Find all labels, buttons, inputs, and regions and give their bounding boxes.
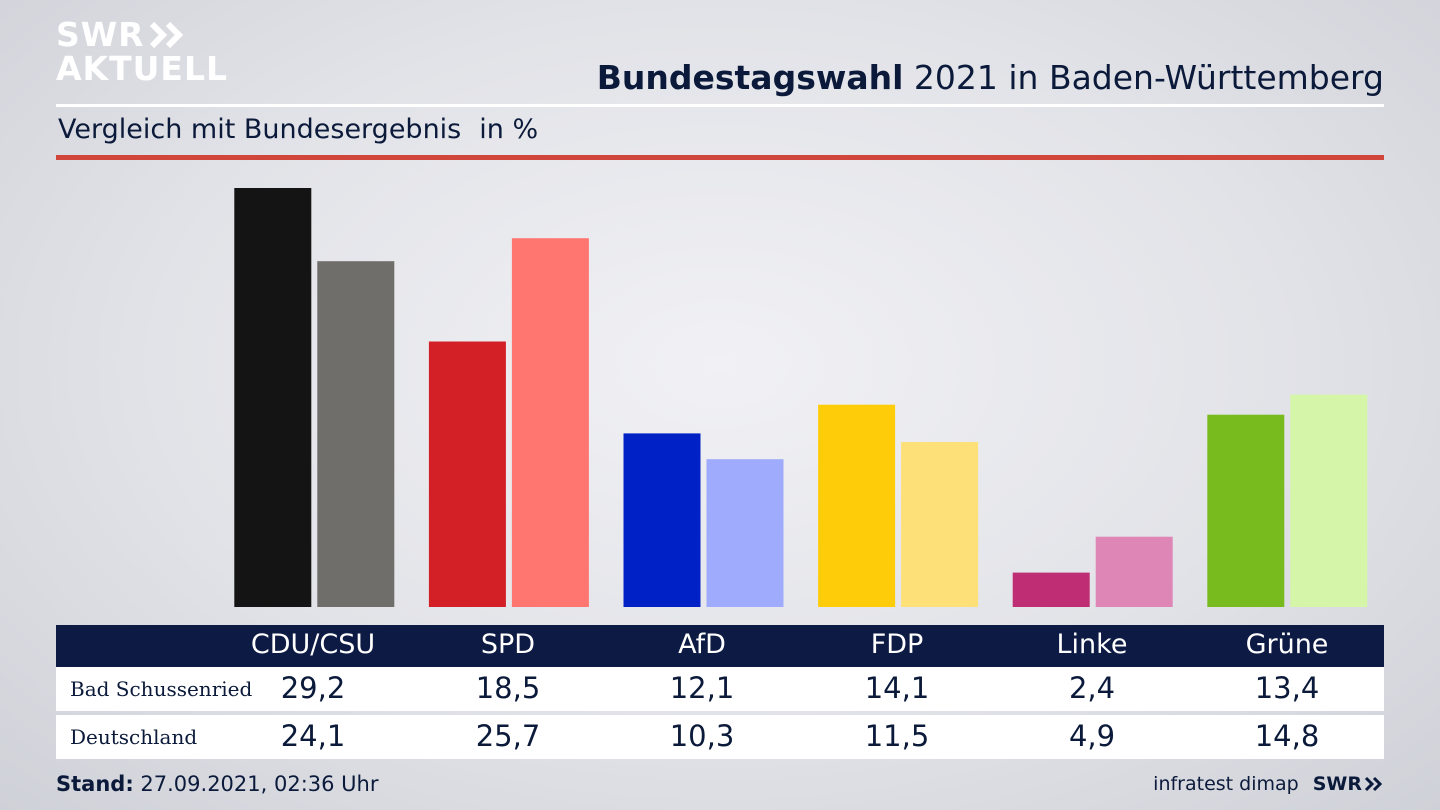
column-header: AfD bbox=[678, 629, 726, 660]
logo-line-1: SWR bbox=[56, 15, 145, 54]
chart-subtitle: Vergleich mit Bundesergebnis in % bbox=[58, 114, 538, 145]
title-rest: 2021 in Baden-Württemberg bbox=[903, 58, 1384, 97]
subtitle-divider bbox=[56, 155, 1384, 160]
bar-spd-national bbox=[511, 238, 589, 607]
bar-gr-ne-local bbox=[1207, 414, 1285, 607]
bar-afd-local bbox=[623, 433, 701, 607]
table-cell: 13,4 bbox=[1254, 671, 1320, 705]
footer-brand: SWR bbox=[1313, 773, 1384, 795]
column-header: Grüne bbox=[1245, 629, 1329, 660]
table-cell: 24,1 bbox=[280, 719, 346, 753]
bar-linke-local bbox=[1012, 572, 1090, 607]
source-text: infratest dimap bbox=[1153, 773, 1299, 795]
table-cell: 25,7 bbox=[475, 719, 541, 753]
column-header: SPD bbox=[480, 629, 536, 660]
results-table: CDU/CSU SPD AfD FDP Linke Grüne Bad Schussenr… bbox=[56, 625, 1384, 759]
table-cell: 14,8 bbox=[1254, 719, 1320, 753]
bar-gr-ne-national bbox=[1290, 394, 1368, 607]
table-cell: 18,5 bbox=[475, 671, 541, 705]
table-cell: 14,1 bbox=[864, 671, 930, 705]
bar-spd-local bbox=[428, 341, 506, 607]
column-header: CDU/CSU bbox=[250, 629, 376, 660]
bar-cdu-csu-national bbox=[317, 261, 395, 607]
table-row: Bad Schussenried 29,2 18,5 12,1 14,1 2,4 13,4 bbox=[56, 667, 1384, 711]
column-header: Linke bbox=[1056, 629, 1128, 660]
unit-label: in % bbox=[479, 114, 539, 145]
subtitle-text: Vergleich mit Bundesergebnis bbox=[58, 114, 462, 145]
timestamp: Stand: 27.09.2021, 02:36 Uhr bbox=[56, 772, 379, 796]
column-header: FDP bbox=[870, 629, 924, 660]
row-label: Deutschland bbox=[70, 725, 198, 749]
title-divider bbox=[56, 104, 1384, 107]
table-cell: 12,1 bbox=[669, 671, 735, 705]
stand-label: Stand: bbox=[56, 772, 134, 796]
table-row: Deutschland 24,1 25,7 10,3 11,5 4,9 14,8 bbox=[56, 715, 1384, 759]
chart-title: Bundestagswahl 2021 in Baden-Württemberg bbox=[597, 58, 1384, 97]
bar-afd-national bbox=[706, 459, 784, 607]
bar-cdu-csu-local bbox=[234, 188, 312, 607]
title-bold: Bundestagswahl bbox=[596, 58, 904, 97]
source-credit: infratest dimap SWR bbox=[1153, 773, 1384, 795]
bar-fdp-local bbox=[818, 404, 896, 607]
swr-aktuell-logo: SWR AKTUELL bbox=[56, 18, 228, 86]
double-chevron-icon bbox=[1364, 776, 1383, 792]
table-cell: 29,2 bbox=[280, 671, 346, 705]
table-header: CDU/CSU SPD AfD FDP Linke Grüne bbox=[56, 625, 1384, 667]
table-cell: 4,9 bbox=[1068, 719, 1116, 753]
table-cell: 2,4 bbox=[1068, 671, 1116, 705]
row-label: Bad Schussenried bbox=[70, 677, 253, 701]
stand-value: 27.09.2021, 02:36 Uhr bbox=[133, 772, 379, 796]
double-chevron-icon bbox=[149, 21, 183, 49]
logo-line-2: AKTUELL bbox=[56, 49, 229, 88]
bar-fdp-national bbox=[901, 442, 979, 607]
bar-linke-national bbox=[1095, 536, 1173, 607]
table-cell: 10,3 bbox=[669, 719, 735, 753]
brand-text: SWR bbox=[1312, 773, 1362, 795]
table-cell: 11,5 bbox=[864, 719, 930, 753]
